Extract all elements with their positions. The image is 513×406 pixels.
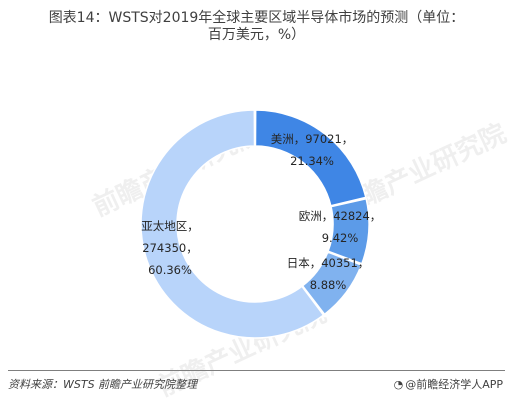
donut-slice-2: [301, 251, 363, 316]
donut-slice-0: [254, 109, 367, 207]
footer-divider: [8, 370, 505, 371]
brand-credit: ◔ @前瞻经济学人APP: [394, 376, 503, 392]
donut-slice-1: [327, 197, 370, 265]
slice-label-3: 亚太地区， 274350， 60.36%: [141, 219, 199, 277]
source-note: 资料来源：WSTS 前瞻产业研究院整理: [8, 378, 198, 391]
chart-title: 图表14：WSTS对2019年全球主要区域半导体市场的预测（单位： 百万美元，%…: [0, 10, 513, 44]
slice-label-0: 美洲，97021， 21.34%: [271, 132, 354, 168]
chart-title-line1: 图表14：WSTS对2019年全球主要区域半导体市场的预测（单位：: [48, 10, 465, 26]
chart-title-line2: 百万美元，%）: [207, 27, 306, 43]
donut-slice-3: [140, 109, 325, 339]
slice-label-2: 日本，40351， 8.88%: [287, 256, 370, 292]
brand-icon: ◔: [393, 378, 404, 391]
brand-text: @前瞻经济学人APP: [405, 378, 503, 391]
slice-label-1: 欧洲，42824， 9.42%: [299, 209, 382, 245]
